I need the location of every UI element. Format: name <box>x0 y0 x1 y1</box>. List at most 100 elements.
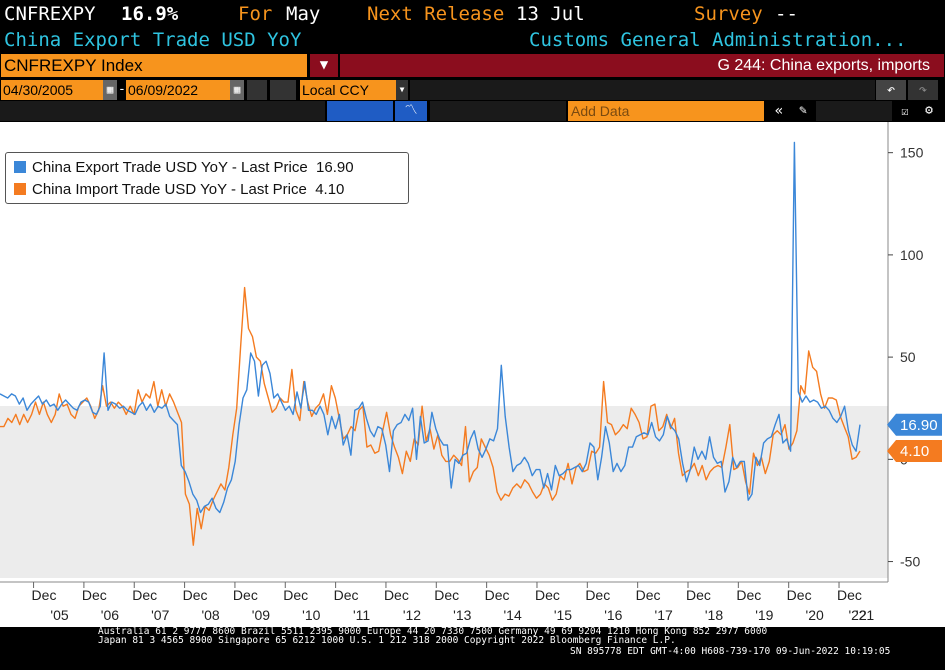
x-tick-month-label: Dec <box>585 587 610 603</box>
dropdown-arrow-icon[interactable]: ▼ <box>310 54 338 77</box>
legend-item-import: China Import Trade USD YoY - Last Price … <box>14 181 344 198</box>
legend-value-import: 4.10 <box>315 181 345 198</box>
function-title: G 244: China exports, imports <box>340 54 944 77</box>
y-tick-label: 50 <box>900 349 916 365</box>
x-tick-month-label: Dec <box>787 587 812 603</box>
survey-value: -- <box>775 3 798 25</box>
redo-icon[interactable]: ↷ <box>908 80 938 100</box>
x-tick-month-label: Dec <box>132 587 157 603</box>
x-tick-month-label: Dec <box>736 587 761 603</box>
security-bar: CNFREXPY Index ▼ G 244: China exports, i… <box>0 53 945 78</box>
y-tick-label: 100 <box>900 247 924 263</box>
period-button[interactable] <box>270 80 296 100</box>
plot-band <box>0 406 888 578</box>
chart-legend[interactable]: China Export Trade USD YoY - Last Price … <box>5 152 409 204</box>
calendar-icon[interactable]: ▦ <box>230 80 244 100</box>
legend-swatch-import <box>14 183 26 195</box>
x-tick-year-label: '15 <box>554 607 572 623</box>
survey-label: Survey <box>694 3 763 25</box>
chart-type-button[interactable] <box>327 101 393 121</box>
ticker-symbol: CNFREXPY <box>4 3 96 25</box>
last-price-tag-export: 16.90 <box>887 413 942 436</box>
legend-item-export: China Export Trade USD YoY - Last Price … <box>14 159 354 176</box>
x-tick-month-label: Dec <box>485 587 510 603</box>
x-tick-year-label: '14 <box>504 607 522 623</box>
x-tick-month-label: Dec <box>384 587 409 603</box>
pencil-icon[interactable]: ✎ <box>799 103 807 118</box>
last-price-tag-export-shape <box>887 413 942 436</box>
double-chevron-left-icon[interactable]: « <box>774 103 784 119</box>
x-tick-month-label: Dec <box>334 587 359 603</box>
gear-icon[interactable]: ⚙ <box>925 103 933 118</box>
date-range-bar: 04/30/2005 ▦ - 06/09/2022 ▦ Local CCY ▼ … <box>0 80 945 100</box>
last-price-tag-import-shape <box>887 439 942 462</box>
legend-label-import: China Import Trade USD YoY - Last Price <box>32 181 307 198</box>
x-tick-year-label: '06 <box>101 607 119 623</box>
x-tick-year-label: '22 <box>848 607 866 623</box>
undo-icon[interactable]: ↶ <box>876 80 906 100</box>
x-tick-year-label: '05 <box>50 607 68 623</box>
toolbar-spacer <box>430 101 566 121</box>
x-tick-month-label: Dec <box>636 587 661 603</box>
add-data-input[interactable]: Add Data <box>568 101 764 121</box>
x-tick-month-label: Dec <box>686 587 711 603</box>
line-chart-icon[interactable]: 〽 <box>395 101 427 121</box>
chart-panel: -50050100150 Dec'05Dec'06Dec'07Dec'08Dec… <box>0 122 945 627</box>
x-tick-year-label: '20 <box>806 607 824 623</box>
dropdown-arrow-icon[interactable]: ▼ <box>396 80 408 100</box>
currency-select[interactable]: Local CCY <box>300 80 396 100</box>
y-tick-label: 150 <box>900 145 924 161</box>
toolbar-spacer <box>410 80 875 100</box>
x-tick-year-label: '12 <box>403 607 421 623</box>
toolbar-spacer <box>816 101 892 121</box>
x-tick-month-label: Dec <box>32 587 57 603</box>
series-title: China Export Trade USD YoY <box>4 29 302 51</box>
x-tick-month-label: Dec <box>283 587 308 603</box>
for-label: For <box>238 3 273 25</box>
x-tick-month-label: Dec <box>837 587 862 603</box>
x-tick-year-label: '08 <box>201 607 219 623</box>
calendar-icon[interactable]: ▦ <box>103 80 117 100</box>
for-value: May <box>286 3 321 25</box>
x-tick-year-label: '21 <box>856 607 874 623</box>
y-tick-label: -50 <box>900 554 920 570</box>
edit-icon[interactable]: ☑ <box>901 104 909 118</box>
footer: Australia 61 2 9777 8600 Brazil 5511 239… <box>0 627 945 670</box>
x-tick-year-label: '19 <box>755 607 773 623</box>
legend-value-export: 16.90 <box>316 159 354 176</box>
last-price-tag-export-value: 16.90 <box>900 417 938 434</box>
end-date-field[interactable]: 06/09/2022 <box>126 80 230 100</box>
chart-toolbar: 〽 Add Data « ✎ ☑ ⚙ <box>0 101 945 121</box>
security-field[interactable]: CNFREXPY Index <box>1 54 307 77</box>
last-value: 16.9% <box>121 3 179 25</box>
x-tick-year-label: '07 <box>151 607 169 623</box>
start-date-field[interactable]: 04/30/2005 <box>1 80 103 100</box>
x-tick-year-label: '18 <box>705 607 723 623</box>
date-separator: - <box>118 82 126 97</box>
last-price-tag-import: 4.10 <box>887 439 942 462</box>
legend-swatch-export <box>14 161 26 173</box>
next-release-value: 13 Jul <box>516 3 585 25</box>
footer-contacts-line2: Japan 81 3 4565 8900 Singapore 65 6212 1… <box>98 635 676 646</box>
x-tick-year-label: '10 <box>302 607 320 623</box>
x-tick-month-label: Dec <box>82 587 107 603</box>
last-price-tag-import-value: 4.10 <box>900 443 929 460</box>
x-tick-year-label: '11 <box>353 607 370 623</box>
x-tick-month-label: Dec <box>434 587 459 603</box>
x-tick-month-label: Dec <box>233 587 258 603</box>
x-tick-month-label: Dec <box>535 587 560 603</box>
legend-label-export: China Export Trade USD YoY - Last Price <box>32 159 308 176</box>
x-tick-year-label: '09 <box>252 607 270 623</box>
footer-session-line: SN 895778 EDT GMT-4:00 H608-739-170 09-J… <box>570 646 891 657</box>
toolbar-spacer <box>0 101 325 121</box>
data-source: Customs General Administration... <box>529 29 907 51</box>
series-line-export <box>0 141 861 514</box>
line-chart: -50050100150 Dec'05Dec'06Dec'07Dec'08Dec… <box>0 122 942 623</box>
x-tick-year-label: '17 <box>655 607 673 623</box>
next-release-label: Next Release <box>367 3 505 25</box>
header-ticker-row: CNFREXPY 16.9% For May Next Release 13 J… <box>0 0 945 28</box>
x-tick-year-label: '13 <box>453 607 471 623</box>
header-description-row: China Export Trade USD YoY Customs Gener… <box>0 28 945 53</box>
footer-contacts-line1: Australia 61 2 9777 8600 Brazil 5511 239… <box>98 626 768 637</box>
period-button[interactable] <box>247 80 267 100</box>
